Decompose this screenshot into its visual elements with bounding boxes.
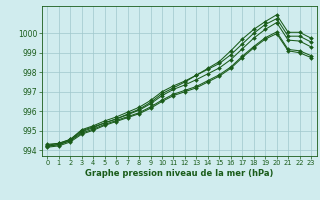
X-axis label: Graphe pression niveau de la mer (hPa): Graphe pression niveau de la mer (hPa) <box>85 169 273 178</box>
